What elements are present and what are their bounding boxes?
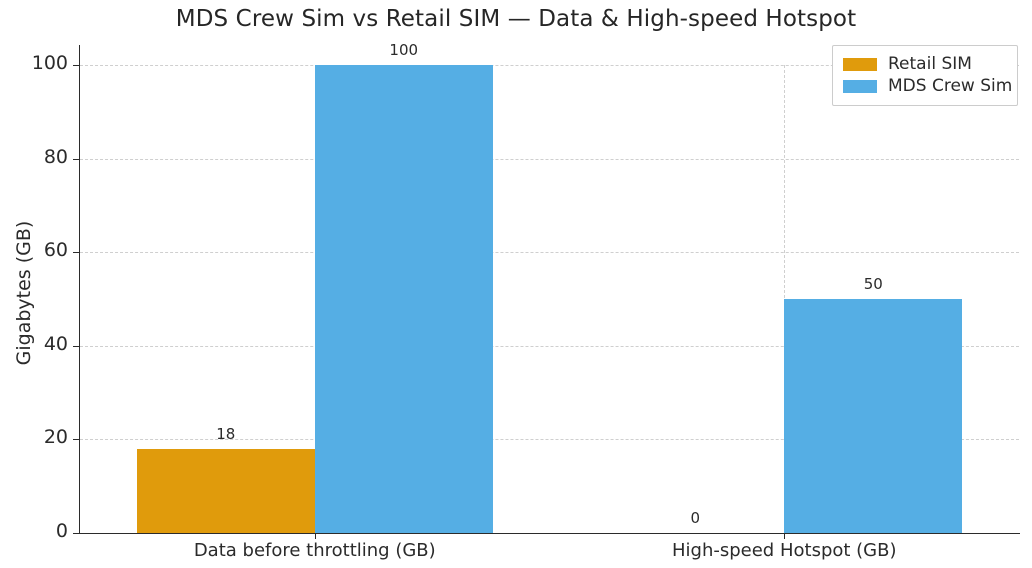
y-tick-mark-60: [73, 252, 80, 254]
gridline-h-100: [80, 65, 1019, 66]
legend-swatch-icon-1: [843, 79, 877, 93]
legend-item-retail-sim[interactable]: Retail SIM: [843, 53, 1007, 75]
bar-value-label-mds-crew-sim-0: 100: [389, 41, 419, 59]
legend-label-1: MDS Crew Sim: [888, 76, 1013, 96]
gridline-h-20: [80, 439, 1019, 441]
y-tick-label-60: 60: [43, 239, 68, 262]
y-tick-mark-80: [73, 158, 80, 160]
bar-value-label-mds-crew-sim-1: 50: [863, 275, 883, 293]
bar-value-label-retail-sim-1: 0: [690, 509, 701, 527]
legend-swatch-icon-0: [843, 57, 877, 71]
y-axis-line: [79, 45, 80, 534]
gridline-h-60: [80, 252, 1019, 254]
y-tick-mark-0: [73, 533, 80, 534]
bar-mds-crew-sim-0[interactable]: [314, 65, 493, 533]
y-tick-label-40: 40: [43, 332, 68, 355]
legend-label-0: Retail SIM: [888, 54, 972, 74]
gridline-h-40: [80, 345, 1019, 347]
y-tick-label-20: 20: [43, 426, 68, 449]
legend-item-mds-crew-sim[interactable]: MDS Crew Sim: [843, 75, 1012, 97]
x-tick-label-1: High-speed Hotspot (GB): [671, 540, 897, 561]
y-tick-label-0: 0: [55, 520, 68, 542]
x-tick-label-0: Data before throttling (GB): [193, 540, 436, 561]
gridline-h-80: [80, 158, 1019, 160]
x-tick-mark-0: [314, 533, 316, 539]
y-axis-label: Gigabytes (GB): [13, 220, 35, 366]
bar-mds-crew-sim-1[interactable]: [784, 299, 963, 533]
y-tick-mark-40: [73, 345, 80, 347]
bar-retail-sim-0[interactable]: [136, 448, 315, 533]
x-axis-line: [79, 533, 1020, 534]
bar-value-label-retail-sim-0: 18: [216, 424, 236, 443]
chart-title: MDS Crew Sim vs Retail SIM — Data & High…: [175, 6, 857, 32]
legend: Retail SIM MDS Crew Sim: [832, 45, 1018, 106]
y-tick-mark-100: [73, 65, 80, 66]
y-tick-label-80: 80: [43, 145, 68, 168]
y-tick-mark-20: [73, 439, 80, 441]
x-tick-mark-1: [784, 533, 786, 539]
y-tick-label-100: 100: [31, 52, 68, 74]
